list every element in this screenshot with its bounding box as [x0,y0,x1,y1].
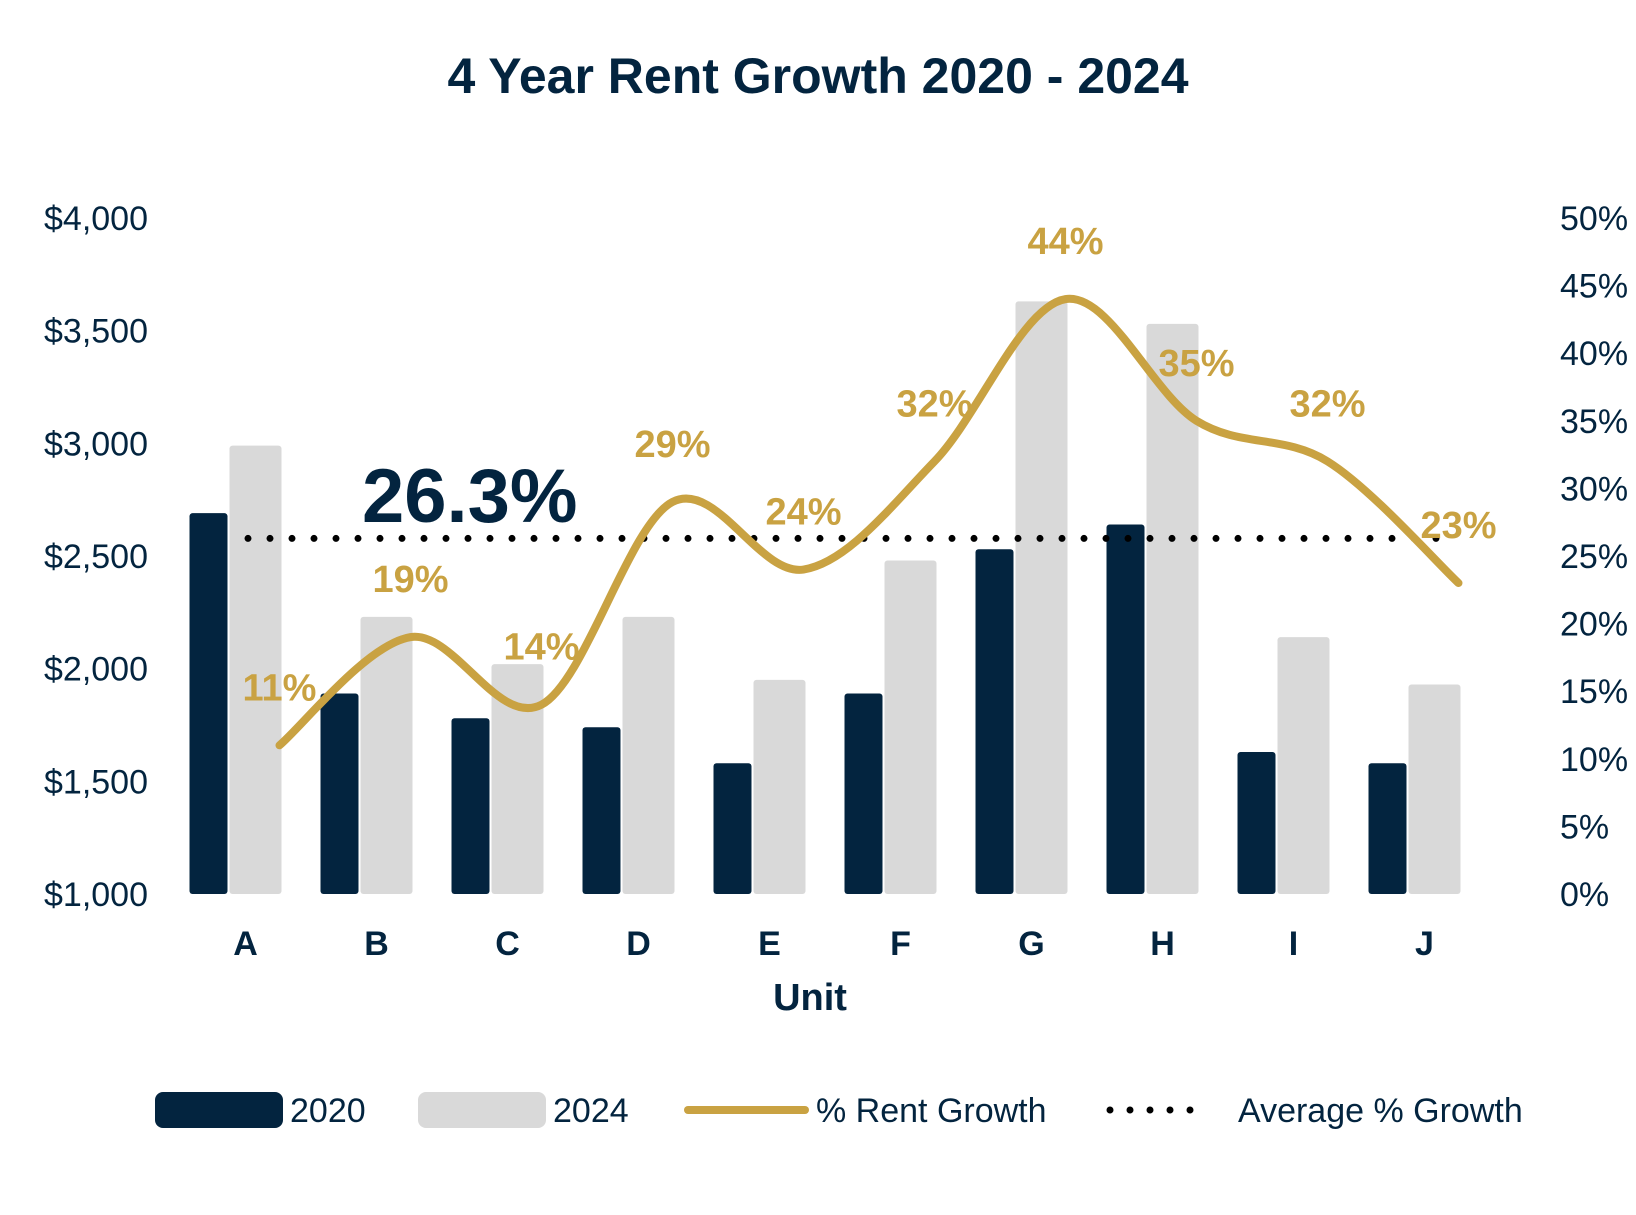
y-tick-label: $2,000 [44,651,148,689]
y2-tick-label: 45% [1560,268,1628,306]
bar-2020-J [1368,763,1407,894]
y2-axis-ticks: 0% 5% 10% 15% 20% 25% 30% 35% 40% 45% 50% [1560,200,1628,914]
bar-2020-B [320,693,359,894]
y2-tick-label: 25% [1560,538,1628,576]
bars [189,301,1461,895]
bar-2024-J [1408,684,1461,894]
rent-growth-label-H: 35% [1158,343,1234,385]
bar-2024-I [1277,637,1330,894]
x-axis-categories: A B C D E F G H I J [233,925,1434,963]
y2-tick-label: 35% [1560,403,1628,441]
bar-2020-A [189,513,228,894]
rent-growth-line [275,295,1463,750]
x-tick-label: H [1150,925,1175,963]
bar-2024-F [884,560,937,894]
x-axis-title: Unit [773,977,847,1019]
legend-label-2024: 2024 [553,1092,629,1130]
y2-tick-label: 10% [1560,741,1628,779]
average-growth-annotation: 26.3% [362,454,578,539]
y2-tick-label: 5% [1560,808,1609,846]
x-tick-label: F [890,925,911,963]
rent-growth-label-A: 11% [243,667,317,709]
bar-2024-E [753,679,806,894]
legend: 2020 2024 % Rent Growth Average % Growth [155,1092,1523,1130]
chart-title: 4 Year Rent Growth 2020 - 2024 [447,48,1188,104]
rent-growth-label-F: 32% [896,383,972,425]
y-tick-label: $3,000 [44,425,148,463]
x-tick-label: J [1415,925,1434,963]
legend-swatch-2020 [155,1092,283,1128]
rent-growth-label-J: 23% [1420,505,1496,547]
x-tick-label: E [758,925,781,963]
bar-2020-C [451,718,490,894]
x-tick-label: G [1018,925,1044,963]
rent-growth-labels: 11% 19% 14% 29% 24% 32% 44% 35% 32% 23% [243,221,1497,709]
bar-2024-G [1015,301,1068,895]
rent-growth-label-E: 24% [765,492,841,534]
bar-2024-D [622,616,675,894]
rent-growth-label-C: 14% [503,627,579,669]
x-tick-label: B [364,925,389,963]
y-tick-label: $3,500 [44,313,148,351]
rent-growth-curve [275,295,1463,750]
y2-tick-label: 40% [1560,335,1628,373]
bar-2024-A [229,445,282,894]
y-tick-label: $1,500 [44,763,148,801]
x-tick-label: C [495,925,520,963]
rent-growth-label-I: 32% [1289,383,1365,425]
rent-growth-label-B: 19% [372,559,448,601]
x-tick-label: D [626,925,651,963]
y-tick-label: $1,000 [44,876,148,914]
y2-tick-label: 30% [1560,470,1628,508]
bar-2024-B [360,616,413,894]
legend-label-2020: 2020 [290,1092,366,1130]
bar-2020-G [975,549,1014,894]
bar-2020-F [844,693,883,894]
y2-tick-label: 20% [1560,606,1628,644]
x-tick-label: A [233,925,258,963]
bar-2024-C [491,664,544,894]
rent-growth-label-G: 44% [1027,221,1103,263]
bar-2020-E [713,763,752,894]
x-tick-label: I [1289,925,1298,963]
bar-2020-D [582,727,621,894]
y2-tick-label: 50% [1560,200,1628,238]
y-tick-label: $2,500 [44,538,148,576]
y2-tick-label: 15% [1560,673,1628,711]
bar-2024-H [1146,323,1199,894]
legend-label-rent-growth: % Rent Growth [816,1092,1047,1130]
y2-tick-label: 0% [1560,876,1609,914]
legend-swatch-2024 [418,1092,546,1128]
rent-growth-label-D: 29% [634,424,710,466]
bar-2020-I [1237,752,1276,894]
bar-2020-H [1106,524,1145,894]
legend-label-average-growth: Average % Growth [1238,1092,1523,1130]
y-tick-label: $4,000 [44,200,148,238]
y-axis-ticks: $1,000 $1,500 $2,000 $2,500 $3,000 $3,500 $4,0… [44,200,148,914]
